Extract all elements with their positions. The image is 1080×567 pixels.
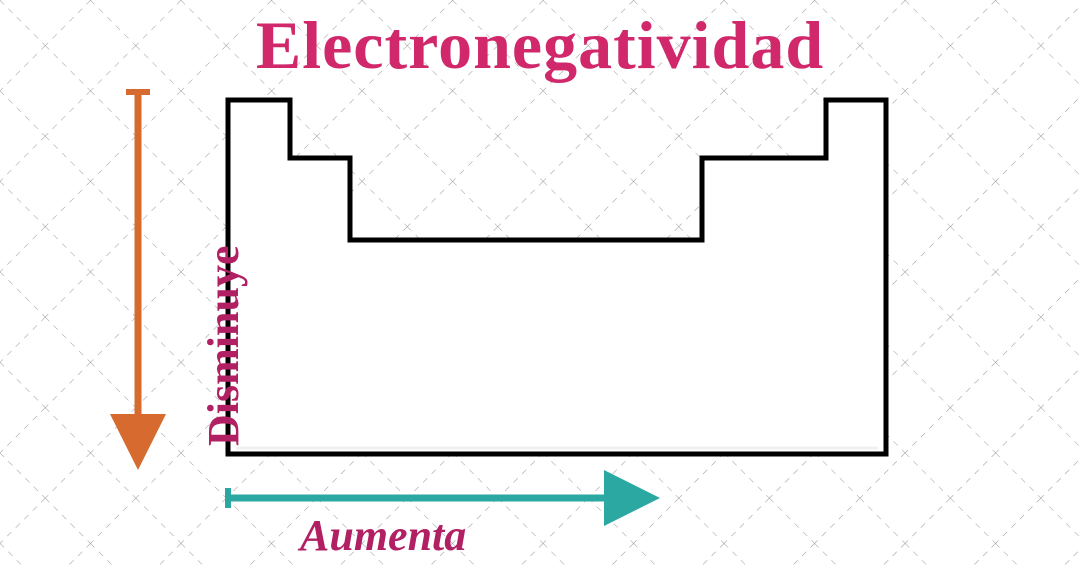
diagram-title: Electronegatividad — [0, 6, 1080, 85]
diagram-stage: Electronegatividad Disminuye Aumenta — [0, 0, 1080, 567]
vertical-arrow-label: Disminuye — [198, 246, 249, 446]
arrows-layer — [0, 0, 1080, 567]
horizontal-arrow-label: Aumenta — [300, 510, 466, 561]
